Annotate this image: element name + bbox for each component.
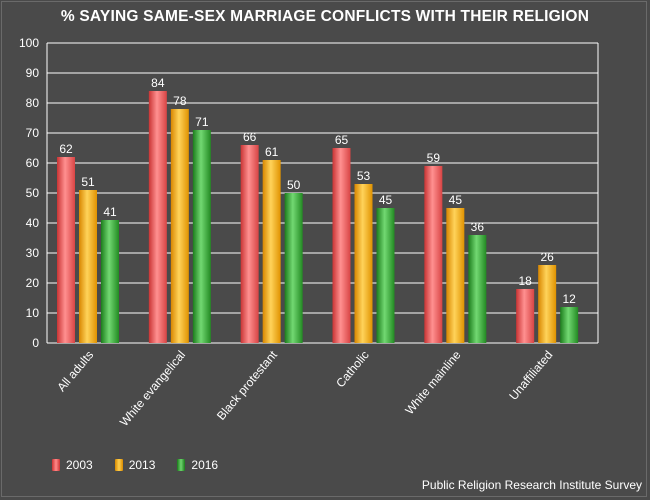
legend-swatch-2003 bbox=[52, 459, 60, 471]
data-label: 62 bbox=[59, 142, 73, 156]
legend-item-2013: 2013 bbox=[114, 458, 156, 472]
data-label: 65 bbox=[335, 133, 349, 147]
legend: 2003 2013 2016 bbox=[52, 458, 218, 472]
data-label: 45 bbox=[379, 193, 393, 207]
bar-2003-2 bbox=[240, 145, 259, 343]
y-tick-label: 70 bbox=[26, 126, 40, 140]
bar-2013-2 bbox=[262, 160, 281, 343]
x-tick-label: All adults bbox=[54, 348, 96, 394]
bar-2013-4 bbox=[446, 208, 465, 343]
bar-2016-5 bbox=[560, 307, 579, 343]
legend-item-2003: 2003 bbox=[52, 458, 93, 472]
y-tick-label: 10 bbox=[26, 306, 40, 320]
bar-2013-0 bbox=[79, 190, 97, 343]
bar-2013-3 bbox=[354, 184, 373, 343]
y-tick-label: 30 bbox=[26, 246, 40, 260]
y-tick-label: 90 bbox=[26, 66, 40, 80]
y-tick-label: 80 bbox=[26, 96, 40, 110]
source-note: Public Religion Research Institute Surve… bbox=[421, 478, 642, 492]
data-label: 41 bbox=[103, 205, 117, 219]
bar-2003-1 bbox=[148, 91, 167, 343]
bar-2003-5 bbox=[516, 289, 535, 343]
data-label: 71 bbox=[195, 115, 209, 129]
bar-2013-5 bbox=[538, 265, 557, 343]
data-label: 66 bbox=[243, 130, 257, 144]
bar-2003-4 bbox=[424, 166, 443, 343]
data-label: 12 bbox=[562, 292, 576, 306]
y-tick-label: 50 bbox=[26, 186, 40, 200]
data-label: 78 bbox=[173, 94, 187, 108]
legend-item-2016: 2016 bbox=[177, 458, 218, 472]
data-label: 50 bbox=[287, 178, 301, 192]
bar-2016-4 bbox=[468, 235, 487, 343]
bar-2016-1 bbox=[192, 130, 211, 343]
legend-label-2013: 2013 bbox=[128, 458, 156, 472]
x-tick-label: Unaffiliated bbox=[506, 348, 555, 403]
bar-2016-2 bbox=[284, 193, 303, 343]
data-label: 36 bbox=[471, 220, 485, 234]
data-label: 51 bbox=[81, 175, 95, 189]
y-tick-label: 0 bbox=[32, 336, 39, 350]
y-tick-label: 40 bbox=[26, 216, 40, 230]
y-tick-label: 60 bbox=[26, 156, 40, 170]
legend-swatch-2016 bbox=[177, 459, 186, 471]
x-tick-label: Catholic bbox=[333, 348, 372, 390]
bar-2013-1 bbox=[170, 109, 189, 343]
bar-2003-0 bbox=[57, 157, 75, 343]
bar-2016-0 bbox=[101, 220, 119, 343]
data-label: 18 bbox=[518, 274, 532, 288]
data-label: 84 bbox=[151, 76, 165, 90]
data-label: 45 bbox=[449, 193, 463, 207]
legend-label-2003: 2003 bbox=[66, 458, 93, 472]
x-tick-label: Black protestant bbox=[214, 347, 280, 422]
legend-swatch-2013 bbox=[114, 459, 123, 471]
legend-label-2016: 2016 bbox=[191, 458, 219, 472]
x-tick-label: White mainline bbox=[402, 348, 464, 418]
y-tick-label: 100 bbox=[19, 36, 39, 50]
x-tick-label: White evangelical bbox=[117, 348, 188, 429]
bar-2016-3 bbox=[376, 208, 395, 343]
chart-title: % SAYING SAME-SEX MARRIAGE CONFLICTS WIT… bbox=[60, 8, 590, 25]
data-label: 53 bbox=[357, 169, 371, 183]
y-tick-label: 20 bbox=[26, 276, 40, 290]
data-label: 59 bbox=[427, 151, 441, 165]
bar-2003-3 bbox=[332, 148, 351, 343]
data-label: 26 bbox=[540, 250, 554, 264]
data-label: 61 bbox=[265, 145, 279, 159]
